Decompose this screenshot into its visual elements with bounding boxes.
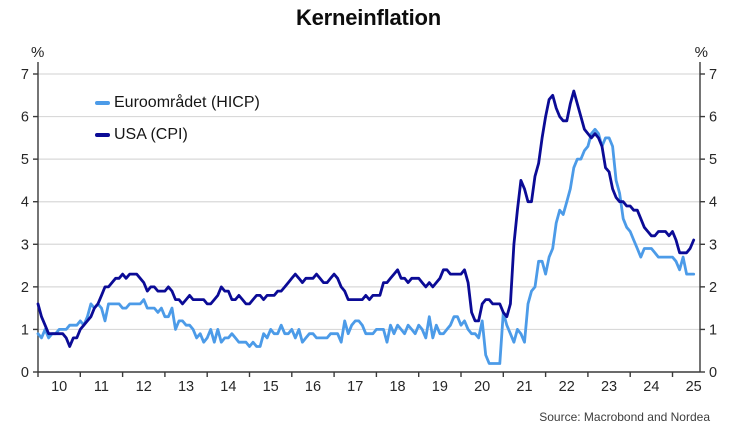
x-axis-tick-label: 16	[305, 379, 321, 395]
x-axis-tick-label: 24	[643, 379, 659, 395]
legend: Euroområdet (HICP) USA (CPI)	[95, 87, 260, 151]
y-axis-tick-label-left: 6	[21, 110, 29, 126]
x-axis-tick-label: 13	[178, 379, 194, 395]
y-axis-tick-label-right: 5	[709, 152, 717, 168]
y-axis-tick-label-left: 7	[21, 67, 29, 83]
legend-item-euroomraadet: Euroområdet (HICP)	[95, 87, 260, 119]
x-axis-tick-label: 18	[389, 379, 405, 395]
x-axis-tick-label: 21	[516, 379, 532, 395]
x-axis-tick-label: 19	[432, 379, 448, 395]
x-axis-tick-label: 17	[347, 379, 363, 395]
x-axis-tick-label: 20	[474, 379, 490, 395]
x-axis-tick-label: 25	[686, 379, 702, 395]
y-axis-tick-label-left: 2	[21, 280, 29, 296]
y-axis-tick-label-right: 1	[709, 322, 717, 338]
y-axis-tick-label-right: 7	[709, 67, 717, 83]
legend-item-usa: USA (CPI)	[95, 119, 260, 151]
x-axis-tick-label: 11	[94, 379, 109, 395]
x-axis-tick-label: 22	[559, 379, 575, 395]
y-axis-unit-right: %	[694, 44, 708, 61]
series-euroomraadet-line	[36, 127, 696, 365]
y-axis-tick-label-left: 3	[21, 237, 29, 253]
y-axis-tick-label-right: 4	[709, 195, 717, 211]
y-axis-unit-left: %	[31, 44, 45, 61]
series-usa-line	[36, 89, 696, 348]
legend-line-usa-icon	[95, 133, 110, 137]
legend-label-usa: USA (CPI)	[114, 126, 188, 143]
chart-title: Kerneinflation	[295, 5, 442, 30]
x-axis-tick-label: 15	[263, 379, 279, 395]
y-axis-tick-label-right: 6	[709, 110, 717, 126]
y-axis-tick-label-left: 0	[21, 365, 29, 381]
x-axis-tick-label: 14	[220, 379, 236, 395]
source-note: Source: Macrobond and Nordea	[539, 410, 710, 424]
x-axis-tick-label: 23	[601, 379, 617, 395]
y-axis-tick-label-right: 3	[709, 237, 717, 253]
y-axis-tick-label-right: 2	[709, 280, 717, 296]
x-axis-tick-label: 12	[136, 379, 152, 395]
y-axis-tick-label-left: 4	[21, 195, 29, 211]
y-axis-tick-label-left: 1	[21, 322, 29, 338]
legend-label-euroomraadet: Euroområdet (HICP)	[114, 94, 260, 111]
y-axis-tick-label-left: 5	[21, 152, 29, 168]
x-axis-tick-label: 10	[51, 379, 67, 395]
legend-line-euroomraadet-icon	[95, 101, 110, 105]
y-axis-tick-label-right: 0	[709, 365, 717, 381]
